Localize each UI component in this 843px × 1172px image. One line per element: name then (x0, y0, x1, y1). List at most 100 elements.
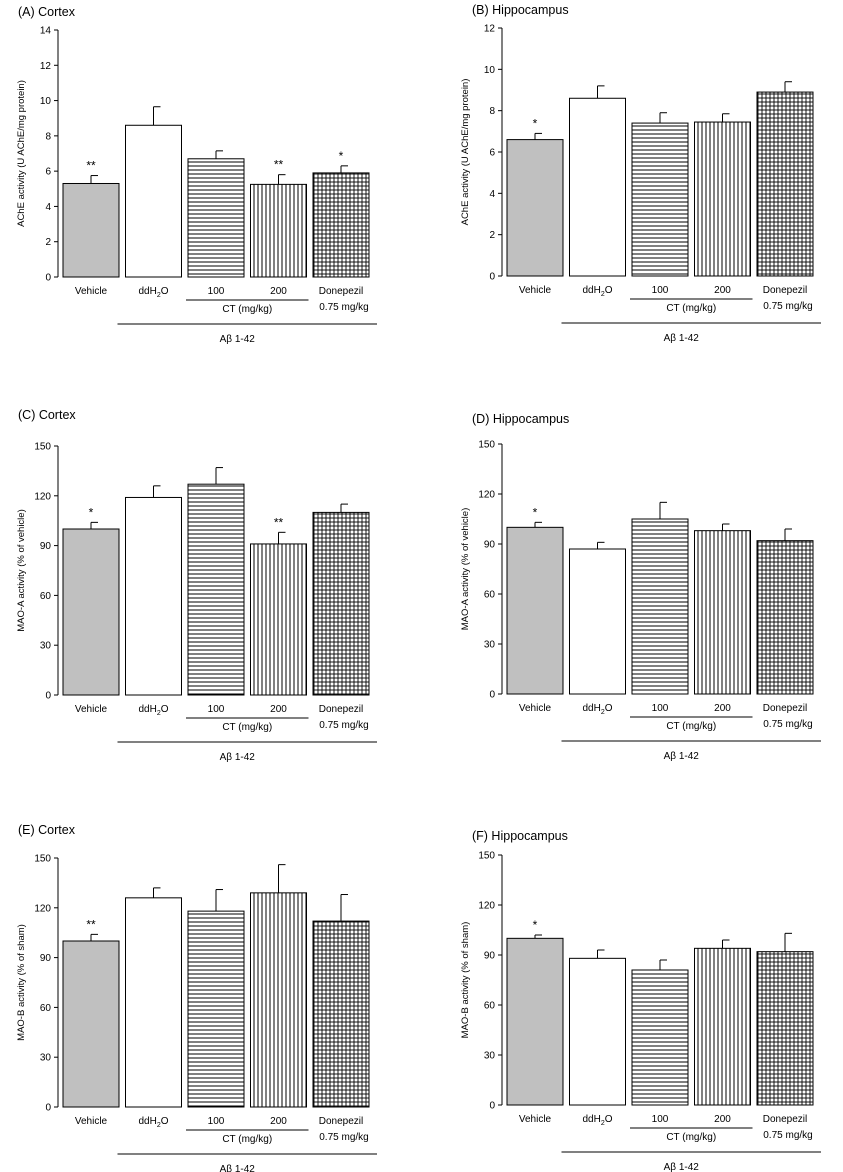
panel-title: (A) Cortex (18, 5, 76, 19)
category-label: Vehicle (519, 285, 552, 296)
treatment-label: Aβ 1-42 (220, 1164, 256, 1172)
bar-3 (631, 518, 689, 695)
y-axis-label: MAO-A activity (% of vehicle) (16, 509, 27, 631)
category-label: 200 (270, 286, 287, 297)
bar-4 (694, 530, 751, 695)
significance-mark: ** (86, 917, 96, 931)
y-tick-label: 90 (40, 953, 52, 964)
bar-3 (187, 158, 245, 278)
y-tick-label: 14 (40, 26, 52, 37)
category-label: Donepezil (319, 704, 363, 715)
bar-3 (187, 910, 245, 1108)
y-tick-label: 6 (489, 148, 495, 159)
group-label: CT (mg/kg) (222, 304, 272, 315)
bar-5 (312, 920, 370, 1108)
treatment-label: Aβ 1-42 (664, 333, 700, 344)
chart-panel-f: (F) Hippocampus 0 30 60 90 120 150 MAO-B activi… (460, 829, 821, 1172)
group-label: CT (mg/kg) (666, 1132, 716, 1143)
bar-1 (62, 940, 120, 1108)
category-label: ddH2O (138, 704, 168, 717)
significance-mark: ** (274, 158, 284, 172)
category-label: ddH2O (138, 1116, 168, 1129)
group-label: CT (mg/kg) (222, 1134, 272, 1145)
y-axis-label: AChE activity (U AChE/mg protein) (16, 80, 27, 227)
y-axis-label: AChE activity (U AChE/mg protein) (460, 79, 471, 226)
category-label: Vehicle (519, 703, 552, 714)
category-label: 100 (208, 286, 225, 297)
y-axis-label: MAO-B activity (% of sham) (460, 922, 471, 1039)
y-tick-label: 8 (45, 131, 51, 142)
y-tick-label: 60 (40, 1003, 52, 1014)
category-label: Donepezil (319, 286, 363, 297)
category-label: Donepezil (763, 703, 807, 714)
bar-5 (756, 951, 814, 1106)
bar-3 (631, 969, 689, 1106)
y-tick-label: 90 (484, 540, 496, 551)
y-axis-label: MAO-A activity (% of vehicle) (460, 508, 471, 630)
bar-1 (506, 139, 564, 277)
y-tick-label: 4 (45, 202, 51, 213)
y-tick-label: 10 (40, 96, 52, 107)
bar-3 (187, 483, 245, 696)
treatment-label: Aβ 1-42 (220, 752, 256, 763)
significance-mark: * (339, 149, 344, 163)
bar-1 (506, 937, 564, 1106)
bar-5 (756, 91, 814, 277)
y-tick-label: 120 (34, 491, 51, 502)
category-label: 200 (714, 285, 731, 296)
bar-5 (312, 172, 370, 278)
category-label: ddH2O (582, 703, 612, 716)
y-tick-label: 150 (34, 854, 51, 865)
bar-2 (569, 97, 626, 277)
y-tick-label: 8 (489, 106, 495, 117)
y-axis-label: MAO-B activity (% of sham) (16, 924, 27, 1041)
chart-panel-d: (D) Hippocampus 0 30 60 90 120 150 MAO-A activi… (460, 412, 821, 762)
panel-title: (E) Cortex (18, 823, 76, 837)
y-tick-label: 0 (489, 690, 495, 701)
y-tick-label: 60 (40, 591, 52, 602)
category-label: 100 (208, 704, 225, 715)
bar-4 (250, 892, 307, 1108)
y-tick-label: 150 (478, 851, 495, 862)
y-tick-label: 12 (484, 24, 496, 35)
y-tick-label: 0 (489, 1101, 495, 1112)
panel-title: (B) Hippocampus (472, 3, 569, 17)
category-label: Vehicle (519, 1114, 552, 1125)
y-tick-label: 120 (34, 903, 51, 914)
y-tick-label: 30 (484, 1051, 496, 1062)
group-label: CT (mg/kg) (222, 722, 272, 733)
category-label: 100 (652, 285, 669, 296)
treatment-label: Aβ 1-42 (664, 751, 700, 762)
category-label: 100 (652, 703, 669, 714)
y-tick-label: 2 (489, 230, 495, 241)
significance-mark: * (533, 505, 538, 519)
y-tick-label: 120 (478, 901, 495, 912)
category-sublabel: 0.75 mg/kg (763, 719, 812, 730)
category-label: 100 (652, 1114, 669, 1125)
bar-2 (125, 124, 182, 278)
treatment-label: Aβ 1-42 (220, 334, 256, 345)
group-label: CT (mg/kg) (666, 303, 716, 314)
bar-1 (62, 182, 120, 278)
category-label: 200 (270, 704, 287, 715)
category-sublabel: 0.75 mg/kg (319, 1132, 368, 1143)
significance-mark: * (533, 918, 538, 932)
bar-5 (312, 511, 370, 696)
y-tick-label: 60 (484, 1001, 496, 1012)
category-label: Donepezil (763, 285, 807, 296)
bar-4 (694, 947, 751, 1106)
y-tick-label: 0 (45, 273, 51, 284)
category-sublabel: 0.75 mg/kg (319, 720, 368, 731)
bar-5 (756, 540, 814, 695)
category-label: ddH2O (582, 1114, 612, 1127)
panel-title: (D) Hippocampus (472, 412, 569, 426)
y-tick-label: 30 (40, 641, 52, 652)
category-label: Vehicle (75, 1116, 108, 1127)
panel-title: (F) Hippocampus (472, 829, 568, 843)
group-label: CT (mg/kg) (666, 721, 716, 732)
significance-mark: ** (86, 159, 96, 173)
y-tick-label: 90 (484, 951, 496, 962)
y-tick-label: 0 (489, 272, 495, 283)
y-tick-label: 90 (40, 541, 52, 552)
